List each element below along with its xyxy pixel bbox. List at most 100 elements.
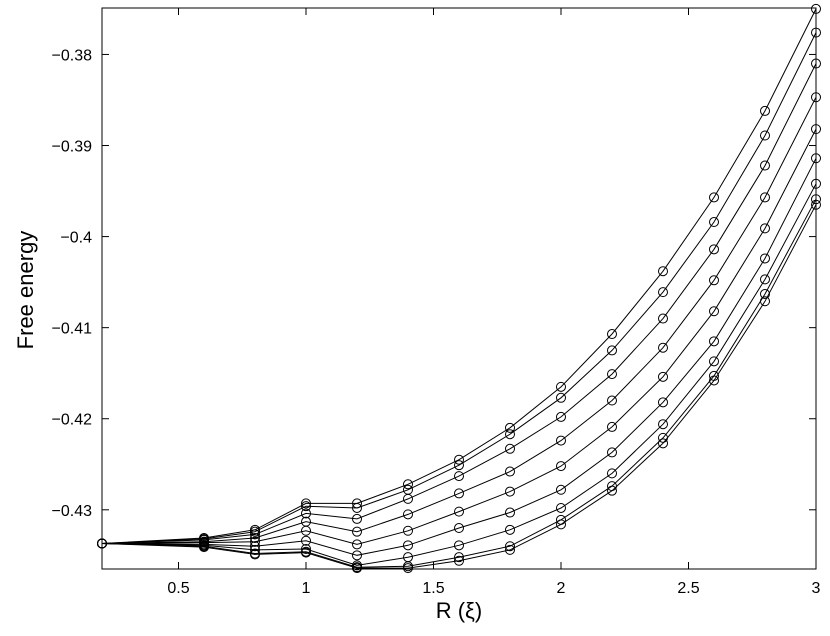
data-point-marker <box>505 544 515 555</box>
data-point-marker <box>709 336 719 347</box>
data-point-marker <box>811 194 821 205</box>
data-point-marker <box>709 244 719 255</box>
data-point-marker <box>811 178 821 189</box>
data-point-marker <box>607 468 617 479</box>
data-point-marker <box>352 539 362 550</box>
data-point-marker <box>97 538 107 549</box>
data-point-marker <box>352 502 362 513</box>
data-point-marker <box>454 555 464 566</box>
data-point-marker <box>811 92 821 103</box>
data-point-marker <box>301 543 311 554</box>
data-point-marker <box>505 443 515 454</box>
data-point-marker <box>760 192 770 203</box>
series-4 <box>97 92 821 549</box>
data-point-marker <box>403 563 413 574</box>
data-point-marker <box>607 345 617 356</box>
y-tick-label: −0.38 <box>52 47 93 64</box>
data-point-marker <box>454 540 464 551</box>
x-tick-label: 3 <box>812 580 821 597</box>
data-point-marker <box>709 356 719 367</box>
data-point-marker <box>301 547 311 558</box>
series-line <box>101 198 817 568</box>
x-tick-label: 1 <box>302 580 311 597</box>
data-point-marker <box>658 438 668 449</box>
series-line <box>101 8 817 544</box>
series-1 <box>97 3 821 549</box>
series-line <box>101 204 817 569</box>
data-point-marker <box>556 502 566 513</box>
data-point-marker <box>403 493 413 504</box>
series-line <box>101 183 817 566</box>
data-point-marker <box>301 508 311 519</box>
data-point-marker <box>250 541 260 552</box>
y-tick-label: −0.39 <box>52 139 93 156</box>
series-5 <box>97 124 821 550</box>
data-point-marker <box>607 485 617 496</box>
data-point-marker <box>556 392 566 403</box>
data-point-marker <box>505 541 515 552</box>
data-point-marker <box>454 488 464 499</box>
data-point-marker <box>811 27 821 38</box>
data-point-marker <box>658 287 668 298</box>
data-point-marker <box>709 375 719 386</box>
data-point-marker <box>556 435 566 446</box>
data-point-marker <box>811 199 821 210</box>
x-axis-label: R (ξ) <box>436 598 483 623</box>
data-point-marker <box>760 253 770 264</box>
data-point-marker <box>403 525 413 536</box>
data-point-marker <box>505 422 515 433</box>
series-2 <box>97 27 821 549</box>
data-point-marker <box>556 461 566 472</box>
y-tick-label: −0.41 <box>52 321 93 338</box>
data-point-marker <box>454 454 464 465</box>
data-point-marker <box>454 471 464 482</box>
data-point-marker <box>760 130 770 141</box>
data-point-marker <box>607 329 617 340</box>
data-point-marker <box>556 411 566 422</box>
data-point-marker <box>709 306 719 317</box>
series-line <box>101 128 817 545</box>
plot-area-frame <box>101 7 817 570</box>
data-point-marker <box>709 217 719 228</box>
y-tick-label: −0.43 <box>52 503 93 520</box>
x-tick-label: 2 <box>557 580 566 597</box>
x-tick-label: 0.5 <box>167 580 189 597</box>
series-line <box>101 63 817 544</box>
data-point-marker <box>709 275 719 286</box>
series-9 <box>97 199 821 574</box>
data-point-marker <box>556 519 566 530</box>
data-point-marker <box>658 313 668 324</box>
data-point-marker <box>658 419 668 430</box>
data-point-marker <box>607 421 617 432</box>
data-point-marker <box>250 549 260 560</box>
data-point-marker <box>607 447 617 458</box>
data-point-marker <box>760 288 770 299</box>
x-tick-label: 2.5 <box>677 580 699 597</box>
data-point-marker <box>760 296 770 307</box>
x-axis-ticks: 0.5 1 1.5 2 2.5 3 <box>167 8 821 597</box>
data-point-marker <box>505 507 515 518</box>
series-3 <box>97 58 821 549</box>
data-point-marker <box>607 369 617 380</box>
data-point-marker <box>760 223 770 234</box>
data-point-marker <box>760 274 770 285</box>
data-point-marker <box>607 395 617 406</box>
data-point-marker <box>556 381 566 392</box>
data-point-marker <box>403 479 413 490</box>
y-tick-label: −0.42 <box>52 412 93 429</box>
series-layer <box>97 3 821 574</box>
y-axis-label: Free energy <box>13 231 38 350</box>
data-point-marker <box>352 513 362 524</box>
data-point-marker <box>301 501 311 512</box>
data-point-marker <box>301 535 311 546</box>
data-point-marker <box>505 429 515 440</box>
data-point-marker <box>403 509 413 520</box>
data-point-marker <box>760 160 770 171</box>
data-point-marker <box>658 342 668 353</box>
data-point-marker <box>811 58 821 69</box>
data-point-marker <box>250 529 260 540</box>
series-line <box>101 96 817 544</box>
series-6 <box>97 153 821 561</box>
y-axis-ticks: −0.43 −0.42 −0.41 −0.4 −0.39 −0.38 <box>52 47 816 520</box>
